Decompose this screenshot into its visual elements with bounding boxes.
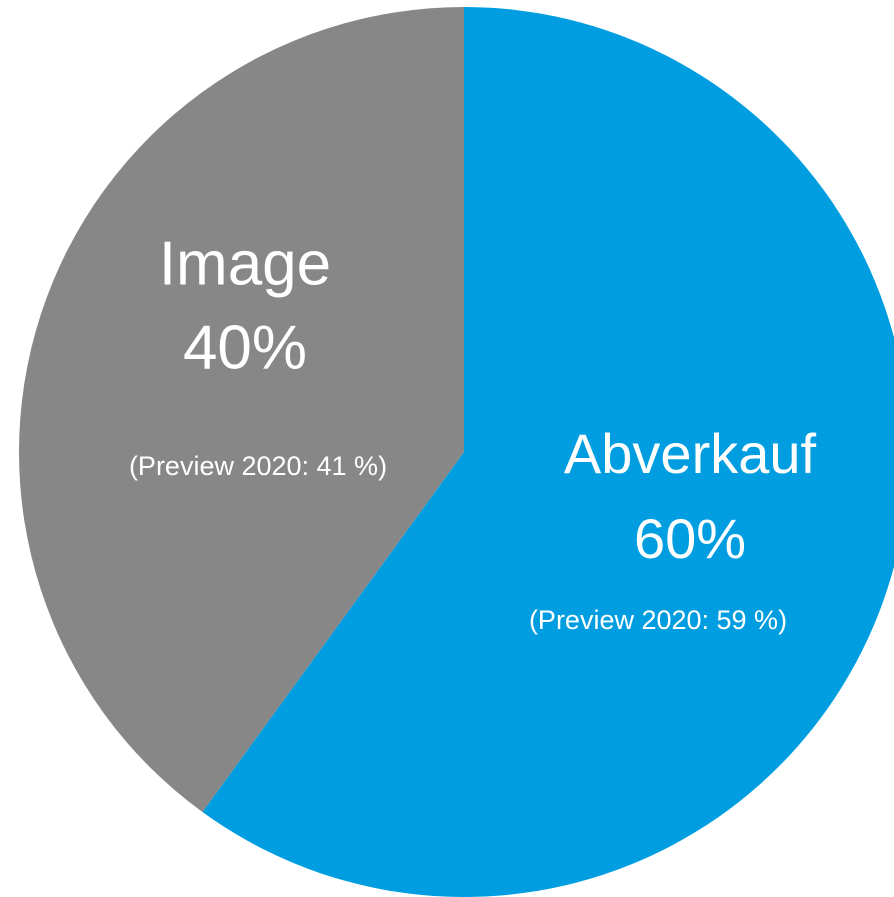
slice-value-label: 40% xyxy=(183,313,307,382)
slice-annotation: (Preview 2020: 59 %) xyxy=(529,605,787,635)
pie-slice xyxy=(202,7,894,897)
slice-category-label: Abverkauf xyxy=(564,422,817,485)
slice-category-label: Image xyxy=(159,229,331,298)
pie-slice xyxy=(19,7,464,813)
slice-value-label: 60% xyxy=(634,507,746,570)
slice-annotation: (Preview 2020: 41 %) xyxy=(129,451,387,481)
